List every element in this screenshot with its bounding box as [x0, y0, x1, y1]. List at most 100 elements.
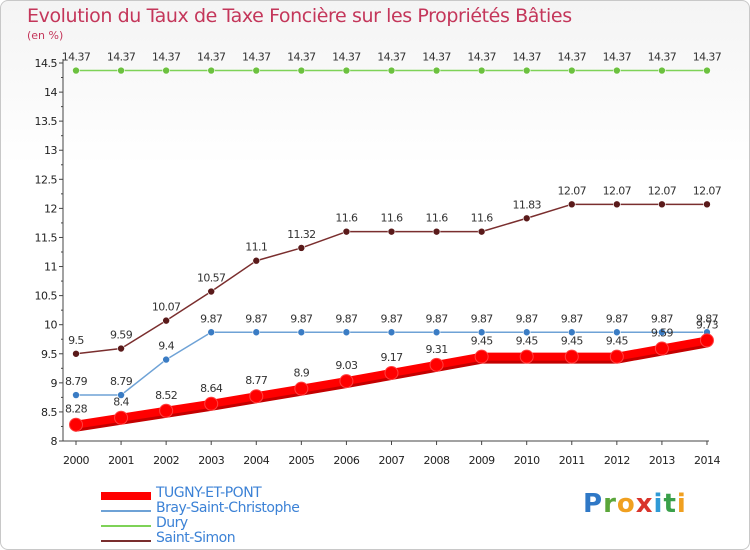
- legend-item-saint-simon[interactable]: Saint-Simon: [101, 530, 361, 546]
- data-label-tugny-et-pont: 9.31: [426, 343, 448, 356]
- data-label-dury: 14.37: [603, 51, 632, 64]
- data-label-dury: 14.37: [693, 51, 722, 64]
- data-label-dury: 14.37: [197, 51, 226, 64]
- x-tick-label: 2011: [559, 454, 585, 467]
- data-label-saint-simon: 11.83: [512, 198, 541, 211]
- proxiti-logo: Proxiti: [583, 489, 687, 519]
- data-point-saint-simon: [297, 244, 306, 252]
- data-point-bray-saint-christophe: [432, 328, 441, 337]
- y-tick-label: 13: [44, 144, 57, 157]
- y-tick-label: 10: [44, 319, 57, 332]
- data-point-dury: [72, 66, 80, 75]
- data-point-dury: [342, 66, 351, 75]
- data-label-bray-saint-christophe: 9.87: [426, 312, 449, 325]
- legend: TUGNY-ET-PONT Bray-Saint-Christophe Dury…: [101, 485, 361, 546]
- data-label-dury: 14.37: [512, 51, 541, 64]
- legend-label-saint-simon: Saint-Simon: [156, 530, 236, 546]
- x-tick-label: 2008: [424, 454, 450, 467]
- legend-swatch-dury: [101, 525, 151, 527]
- data-point-saint-simon: [658, 200, 666, 209]
- data-point-dury: [432, 66, 441, 75]
- data-label-bray-saint-christophe: 9.87: [696, 312, 719, 325]
- data-label-tugny-et-pont: 8.9: [293, 367, 309, 380]
- data-label-tugny-et-pont: 9.45: [561, 335, 584, 348]
- chart-title: Evolution du Taux de Taxe Foncière sur l…: [27, 5, 572, 27]
- y-tick-label: 10.5: [35, 290, 58, 303]
- legend-item-bray[interactable]: Bray-Saint-Christophe: [101, 500, 361, 516]
- data-label-dury: 14.37: [242, 51, 271, 64]
- data-label-bray-saint-christophe: 8.79: [110, 375, 133, 388]
- data-label-dury: 14.37: [332, 51, 361, 64]
- y-tick-label: 12: [44, 202, 57, 215]
- data-label-saint-simon: 11.6: [380, 212, 403, 225]
- data-label-saint-simon: 10.07: [152, 301, 181, 314]
- data-label-tugny-et-pont: 9.73: [696, 318, 719, 331]
- legend-item-tugny[interactable]: TUGNY-ET-PONT: [101, 485, 361, 501]
- data-point-bray-saint-christophe: [477, 328, 486, 337]
- data-label-saint-simon: 9.5: [68, 334, 84, 347]
- y-tick-label: 9: [51, 377, 58, 390]
- x-tick-label: 2007: [378, 454, 404, 467]
- data-label-dury: 14.37: [377, 51, 406, 64]
- data-label-saint-simon: 11.32: [287, 228, 316, 241]
- legend-swatch-bray: [101, 510, 151, 512]
- data-point-tugny-et-pont: [429, 357, 444, 372]
- data-label-dury: 14.37: [62, 51, 91, 64]
- data-label-saint-simon: 10.57: [197, 272, 226, 285]
- data-point-saint-simon: [342, 227, 351, 236]
- data-point-dury: [252, 66, 261, 75]
- data-point-saint-simon: [432, 227, 441, 236]
- data-point-tugny-et-pont: [294, 381, 309, 396]
- y-tick-label: 14.5: [35, 57, 58, 70]
- data-point-bray-saint-christophe: [252, 328, 261, 337]
- data-label-tugny-et-pont: 9.59: [651, 327, 674, 340]
- data-label-bray-saint-christophe: 9.4: [158, 340, 174, 353]
- data-point-tugny-et-pont: [249, 389, 264, 404]
- data-point-dury: [117, 66, 125, 75]
- data-point-bray-saint-christophe: [567, 328, 576, 337]
- data-label-tugny-et-pont: 9.03: [335, 359, 358, 372]
- data-label-saint-simon: 11.6: [335, 212, 358, 225]
- data-label-tugny-et-pont: 8.77: [245, 374, 268, 387]
- x-tick-label: 2003: [198, 454, 224, 467]
- data-label-bray-saint-christophe: 9.87: [200, 312, 223, 325]
- legend-label-dury: Dury: [156, 515, 188, 531]
- x-tick-label: 2006: [333, 454, 359, 467]
- data-label-saint-simon: 11.1: [245, 241, 267, 254]
- data-point-saint-simon: [252, 256, 261, 265]
- data-point-tugny-et-pont: [474, 349, 489, 364]
- data-label-bray-saint-christophe: 9.87: [471, 312, 494, 325]
- data-point-tugny-et-pont: [654, 341, 669, 356]
- data-label-bray-saint-christophe: 9.87: [516, 312, 539, 325]
- data-point-tugny-et-pont: [204, 396, 219, 411]
- data-point-bray-saint-christophe: [387, 328, 396, 337]
- x-tick-label: 2012: [604, 454, 630, 467]
- data-label-dury: 14.37: [467, 51, 496, 64]
- data-point-saint-simon: [567, 200, 576, 209]
- legend-swatch-tugny: [101, 492, 151, 500]
- y-tick-label: 8.5: [41, 406, 57, 419]
- x-tick-label: 2014: [694, 454, 720, 467]
- data-point-tugny-et-pont: [114, 410, 129, 425]
- data-point-bray-saint-christophe: [117, 391, 125, 399]
- x-tick-label: 2004: [243, 454, 269, 467]
- data-point-tugny-et-pont: [69, 417, 83, 432]
- data-label-saint-simon: 12.07: [648, 184, 677, 197]
- data-point-dury: [477, 66, 486, 75]
- x-tick-label: 2005: [288, 454, 314, 467]
- x-tick-label: 2002: [153, 454, 179, 467]
- data-point-saint-simon: [387, 227, 396, 236]
- data-label-dury: 14.37: [287, 51, 316, 64]
- data-label-tugny-et-pont: 8.28: [65, 403, 88, 416]
- data-point-dury: [658, 66, 666, 75]
- data-label-dury: 14.37: [422, 51, 451, 64]
- data-point-bray-saint-christophe: [162, 355, 170, 364]
- data-label-tugny-et-pont: 8.4: [113, 396, 129, 409]
- y-tick-label: 13.5: [35, 115, 58, 128]
- data-point-bray-saint-christophe: [207, 328, 216, 337]
- y-tick-label: 8: [51, 435, 58, 448]
- data-point-saint-simon: [477, 227, 486, 236]
- legend-item-dury[interactable]: Dury: [101, 515, 361, 531]
